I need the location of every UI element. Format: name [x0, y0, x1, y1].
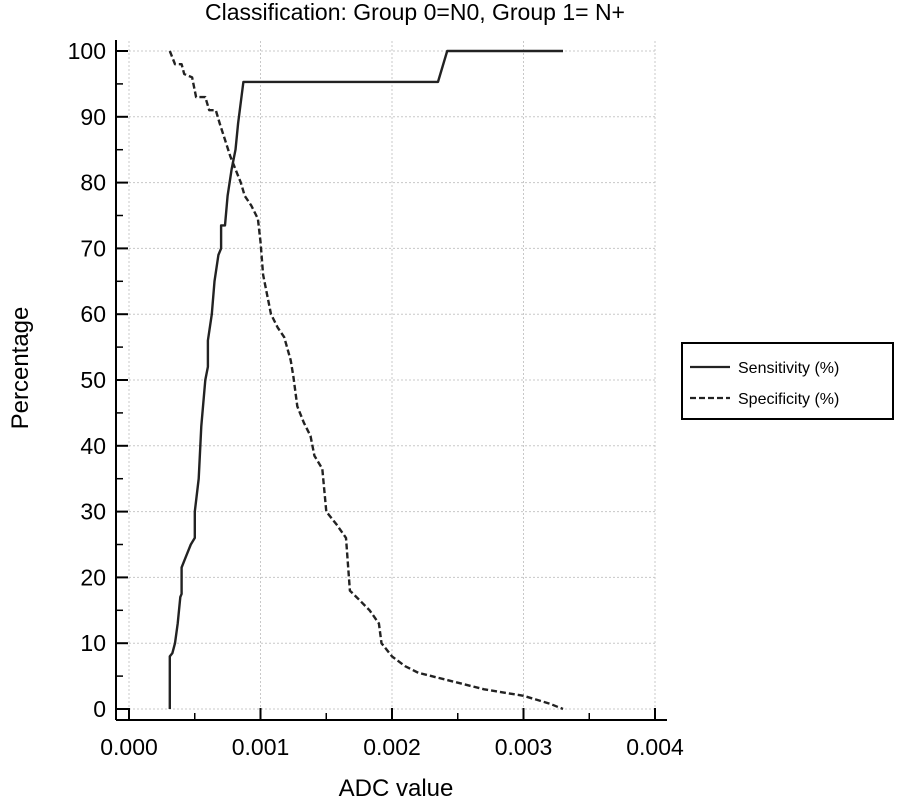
x-tick-label: 0.002	[363, 734, 421, 760]
y-tick-label: 0	[93, 696, 106, 722]
x-ticks: 0.000 0.001 0.002 0.003 0.004	[100, 708, 684, 760]
legend: Sensitivity (%) Specificity (%)	[681, 342, 894, 420]
y-tick-label: 10	[80, 630, 106, 656]
x-axis-title: ADC value	[339, 775, 454, 800]
x-tick-label: 0.001	[232, 734, 290, 760]
chart-title: Classification: Group 0=N0, Group 1= N+	[205, 0, 625, 25]
y-tick-label: 100	[68, 38, 106, 64]
x-tick-label: 0.004	[626, 734, 684, 760]
x-tick-label: 0.000	[100, 734, 158, 760]
y-tick-label: 20	[80, 564, 106, 590]
series-lines	[168, 49, 564, 711]
legend-box	[681, 342, 894, 420]
legend-label-sensitivity: Sensitivity (%)	[738, 360, 839, 377]
y-tick-label: 90	[80, 104, 106, 130]
series-line-specificity	[168, 50, 564, 711]
legend-label-specificity: Specificity (%)	[738, 391, 839, 408]
y-tick-label: 80	[80, 170, 106, 196]
x-gridlines	[128, 41, 656, 709]
y-ticks: 0 10 20 30 40 50 60 70 80 90 100	[68, 38, 128, 722]
series-line-sensitivity	[168, 49, 563, 709]
y-tick-label: 60	[80, 301, 106, 327]
y-tick-label: 50	[80, 367, 106, 393]
y-tick-label: 40	[80, 433, 106, 459]
y-tick-label: 70	[80, 235, 106, 261]
y-axis-title: Percentage	[7, 307, 34, 430]
x-tick-label: 0.003	[495, 734, 553, 760]
y-tick-label: 30	[80, 499, 106, 525]
